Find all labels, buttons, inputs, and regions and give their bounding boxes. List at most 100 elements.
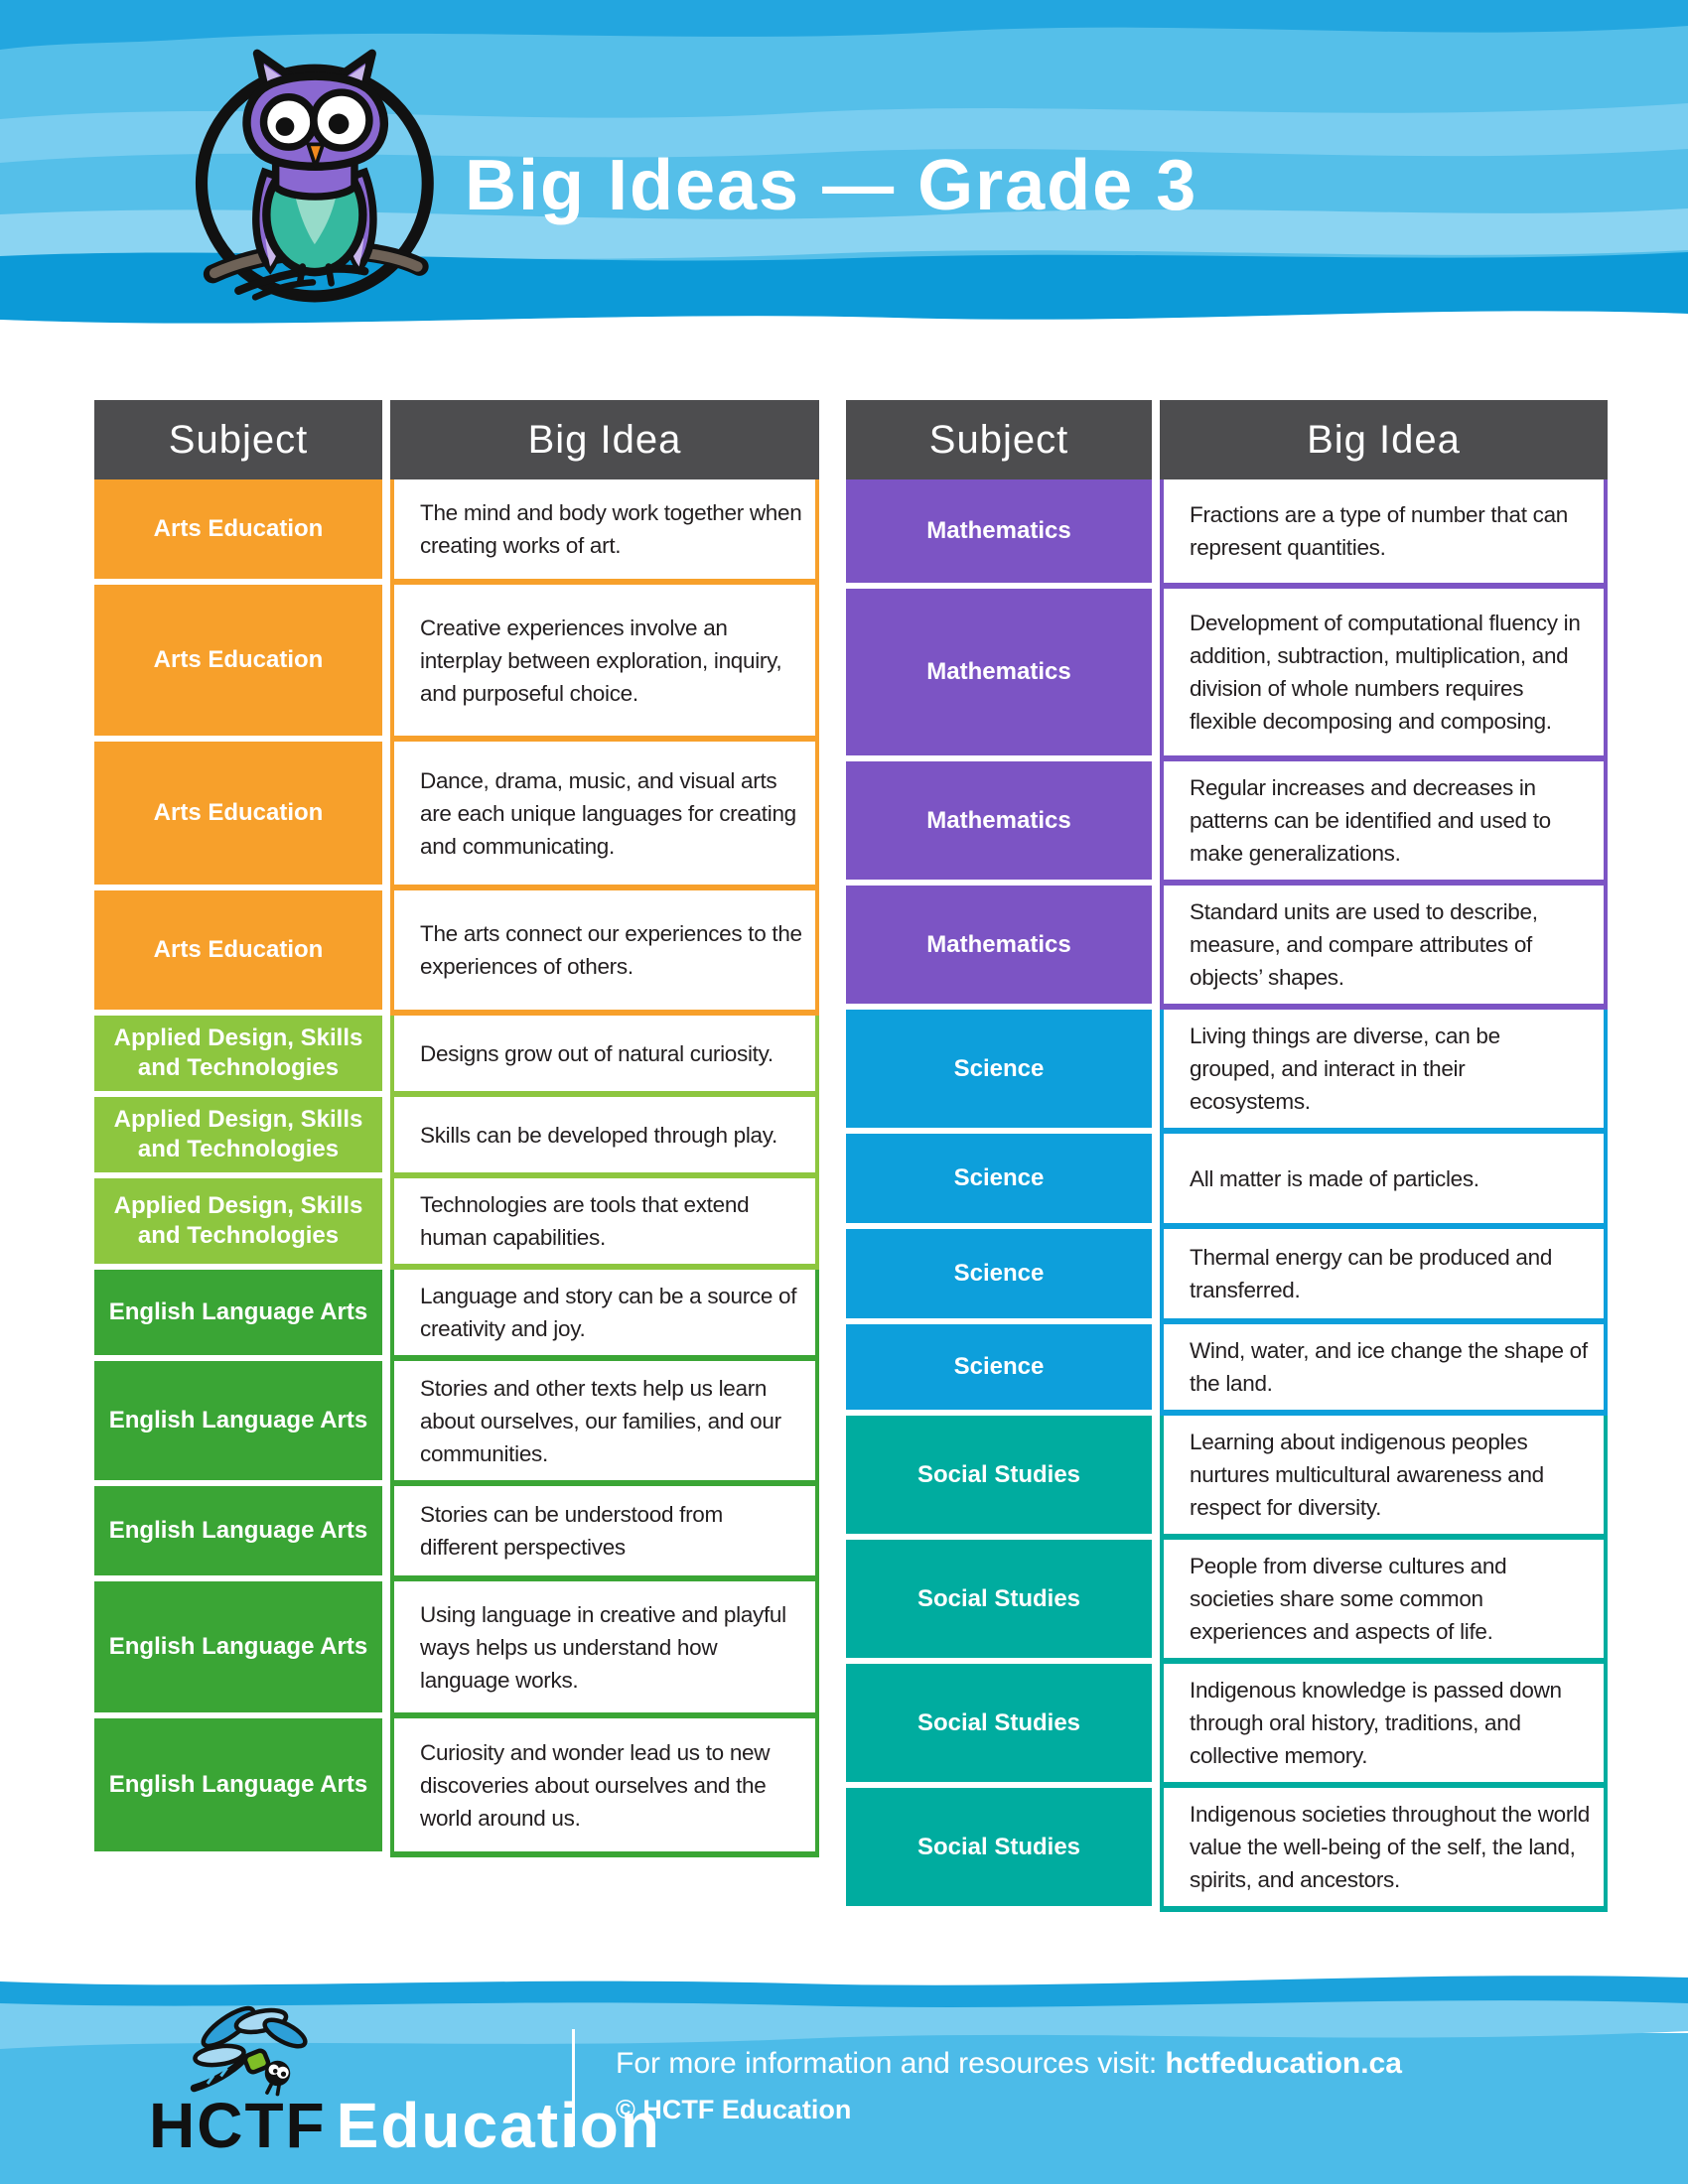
- column-gap: [382, 742, 390, 890]
- big-idea-cell: Wind, water, and ice change the shape of…: [1160, 1324, 1608, 1416]
- column-gap: [382, 1361, 390, 1486]
- column-gap: [382, 479, 390, 585]
- table-row: Arts Education Dance, drama, music, and v…: [94, 742, 819, 890]
- table-row: English Language Arts Using language in c…: [94, 1581, 819, 1718]
- big-idea-cell: Living things are diverse, can be groupe…: [1160, 1010, 1608, 1134]
- footer-text: For more information and resources visit…: [616, 2047, 1402, 2125]
- subject-cell: Science: [846, 1134, 1152, 1229]
- table-row: English Language Arts Stories and other t…: [94, 1361, 819, 1486]
- column-gap: [382, 400, 390, 479]
- column-gap: [1152, 1540, 1160, 1664]
- table-row: Science Wind, water, and ice change the s…: [846, 1324, 1608, 1416]
- subject-cell: Applied Design, Skills and Technologies: [94, 1178, 382, 1270]
- subject-cell: Arts Education: [94, 890, 382, 1016]
- table-header-row: Subject Big Idea: [846, 400, 1608, 479]
- owl-on-branch-icon: [195, 49, 434, 303]
- subject-cell: English Language Arts: [94, 1581, 382, 1718]
- column-gap: [382, 1486, 390, 1581]
- table-row: English Language Arts Curiosity and wonde…: [94, 1718, 819, 1857]
- column-gap: [1152, 400, 1160, 479]
- table-row: Mathematics Standard units are used to de…: [846, 886, 1608, 1010]
- subject-cell: Mathematics: [846, 479, 1152, 589]
- table-row: Arts Education The mind and body work tog…: [94, 479, 819, 585]
- big-idea-cell: People from diverse cultures and societi…: [1160, 1540, 1608, 1664]
- table-rows-right: Mathematics Fractions are a type of numbe…: [846, 479, 1608, 1912]
- column-gap: [1152, 479, 1160, 589]
- big-idea-cell: Indigenous knowledge is passed down thro…: [1160, 1664, 1608, 1788]
- big-idea-cell: Development of computational fluency in …: [1160, 589, 1608, 761]
- brand-hctf: HCTF: [149, 2090, 327, 2161]
- column-gap: [1152, 1788, 1160, 1912]
- subject-cell: Mathematics: [846, 761, 1152, 886]
- footer-divider: [572, 2029, 575, 2146]
- column-gap: [1152, 761, 1160, 886]
- column-gap: [382, 1581, 390, 1718]
- table-row: Social Studies Indigenous knowledge is pa…: [846, 1664, 1608, 1788]
- column-header-big-idea: Big Idea: [390, 400, 819, 479]
- table-row: Mathematics Development of computational …: [846, 589, 1608, 761]
- subject-cell: Applied Design, Skills and Technologies: [94, 1016, 382, 1097]
- brand-education: Education: [336, 2090, 661, 2161]
- column-gap: [382, 1718, 390, 1857]
- big-idea-cell: The mind and body work together when cre…: [390, 479, 819, 585]
- subject-cell: Social Studies: [846, 1416, 1152, 1540]
- big-idea-cell: Curiosity and wonder lead us to new disc…: [390, 1718, 819, 1857]
- footer-info-prefix: For more information and resources visit…: [616, 2047, 1166, 2080]
- footer-info-line: For more information and resources visit…: [616, 2047, 1402, 2081]
- subject-cell: English Language Arts: [94, 1718, 382, 1857]
- column-gap: [1152, 1664, 1160, 1788]
- table-row: English Language Arts Stories can be unde…: [94, 1486, 819, 1581]
- column-gap: [382, 1016, 390, 1097]
- hctf-logo: HCTF Education: [149, 1997, 659, 2161]
- dragonfly-icon: [190, 2005, 308, 2097]
- subject-cell: Mathematics: [846, 886, 1152, 1010]
- column-gap: [1152, 886, 1160, 1010]
- brand-wordmark: HCTF Education: [149, 2089, 661, 2162]
- subject-cell: Social Studies: [846, 1540, 1152, 1664]
- big-idea-cell: Fractions are a type of number that can …: [1160, 479, 1608, 589]
- subject-cell: Mathematics: [846, 589, 1152, 761]
- footer-website-link[interactable]: hctfeducation.ca: [1165, 2047, 1402, 2080]
- page-title: Big Ideas — Grade 3: [465, 146, 1198, 225]
- big-ideas-table-right: Subject Big Idea Mathematics Fractions ar…: [846, 400, 1608, 1912]
- column-header-big-idea: Big Idea: [1160, 400, 1608, 479]
- subject-cell: English Language Arts: [94, 1361, 382, 1486]
- big-idea-cell: All matter is made of particles.: [1160, 1134, 1608, 1229]
- big-idea-cell: Designs grow out of natural curiosity.: [390, 1016, 819, 1097]
- subject-cell: Science: [846, 1229, 1152, 1324]
- table-rows-left: Arts Education The mind and body work tog…: [94, 479, 819, 1857]
- subject-cell: Science: [846, 1010, 1152, 1134]
- table-row: Science Thermal energy can be produced an…: [846, 1229, 1608, 1324]
- column-gap: [382, 890, 390, 1016]
- big-idea-cell: Language and story can be a source of cr…: [390, 1270, 819, 1361]
- column-gap: [1152, 1010, 1160, 1134]
- big-idea-cell: The arts connect our experiences to the …: [390, 890, 819, 1016]
- big-idea-cell: Technologies are tools that extend human…: [390, 1178, 819, 1270]
- big-idea-cell: Stories can be understood from different…: [390, 1486, 819, 1581]
- table-row: Mathematics Regular increases and decreas…: [846, 761, 1608, 886]
- table-row: Science All matter is made of particles.: [846, 1134, 1608, 1229]
- table-row: Social Studies Indigenous societies throu…: [846, 1788, 1608, 1912]
- big-ideas-table-left: Subject Big Idea Arts Education The mind …: [94, 400, 819, 1857]
- subject-cell: Applied Design, Skills and Technologies: [94, 1097, 382, 1178]
- column-gap: [1152, 1229, 1160, 1324]
- table-header-row: Subject Big Idea: [94, 400, 819, 479]
- table-row: Mathematics Fractions are a type of numbe…: [846, 479, 1608, 589]
- table-row: Applied Design, Skills and Technologies S…: [94, 1097, 819, 1178]
- column-header-subject: Subject: [846, 400, 1152, 479]
- table-row: Social Studies People from diverse cultur…: [846, 1540, 1608, 1664]
- column-gap: [1152, 1324, 1160, 1416]
- subject-cell: Arts Education: [94, 479, 382, 585]
- column-gap: [382, 1097, 390, 1178]
- column-gap: [1152, 589, 1160, 761]
- column-gap: [382, 585, 390, 742]
- table-row: Arts Education Creative experiences invol…: [94, 585, 819, 742]
- column-header-subject: Subject: [94, 400, 382, 479]
- subject-cell: English Language Arts: [94, 1486, 382, 1581]
- big-idea-cell: Learning about indigenous peoples nurtur…: [1160, 1416, 1608, 1540]
- subject-cell: Arts Education: [94, 585, 382, 742]
- subject-cell: Social Studies: [846, 1788, 1152, 1912]
- big-idea-cell: Creative experiences involve an interpla…: [390, 585, 819, 742]
- big-idea-cell: Dance, drama, music, and visual arts are…: [390, 742, 819, 890]
